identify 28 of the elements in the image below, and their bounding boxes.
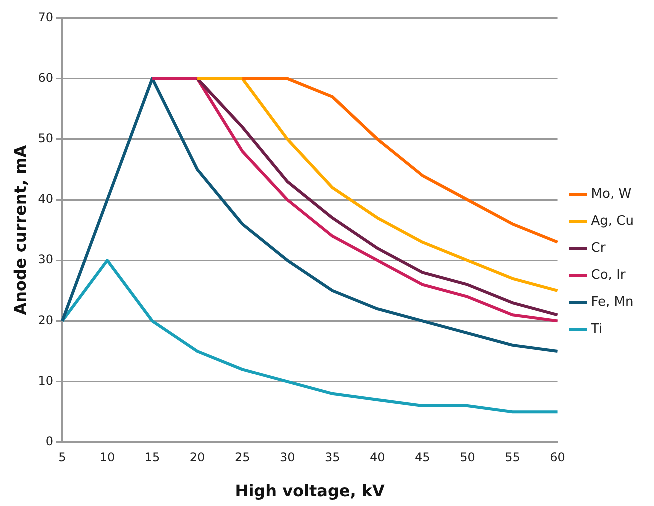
x-tick-label: 50 <box>460 450 476 465</box>
y-tick-label: 30 <box>38 252 54 267</box>
x-tick-label: 35 <box>324 450 340 465</box>
x-tick-label: 20 <box>190 450 206 465</box>
legend-label: Fe, Mn <box>591 294 634 310</box>
y-tick-label: 60 <box>38 70 54 85</box>
x-tick-label: 40 <box>370 450 386 465</box>
x-tick-label: 45 <box>415 450 430 465</box>
x-tick-label: 30 <box>280 450 296 465</box>
y-tick-label: 70 <box>38 10 54 24</box>
y-tick-label: 50 <box>38 132 54 146</box>
legend-label: Ti <box>590 322 602 337</box>
y-tick-label: 0 <box>46 434 54 449</box>
legend-label: Co, Ir <box>591 268 626 283</box>
x-tick-label: 55 <box>505 450 520 465</box>
y-tick-label: 40 <box>38 192 54 206</box>
x-axis-title: High voltage, kV <box>235 482 386 501</box>
y-tick-label: 10 <box>38 374 54 388</box>
x-tick-label: 15 <box>144 450 160 465</box>
legend-label: Ag, Cu <box>591 214 634 229</box>
x-tick-label: 25 <box>234 450 250 465</box>
y-axis-title: Anode current, mA <box>10 144 30 316</box>
legend-label: Mo, W <box>591 186 632 202</box>
legend-label: Cr <box>591 240 606 256</box>
y-tick-label: 20 <box>38 313 54 328</box>
x-tick-label: 5 <box>58 450 66 465</box>
x-tick-label: 60 <box>550 450 566 465</box>
x-tick-label: 10 <box>100 450 116 465</box>
